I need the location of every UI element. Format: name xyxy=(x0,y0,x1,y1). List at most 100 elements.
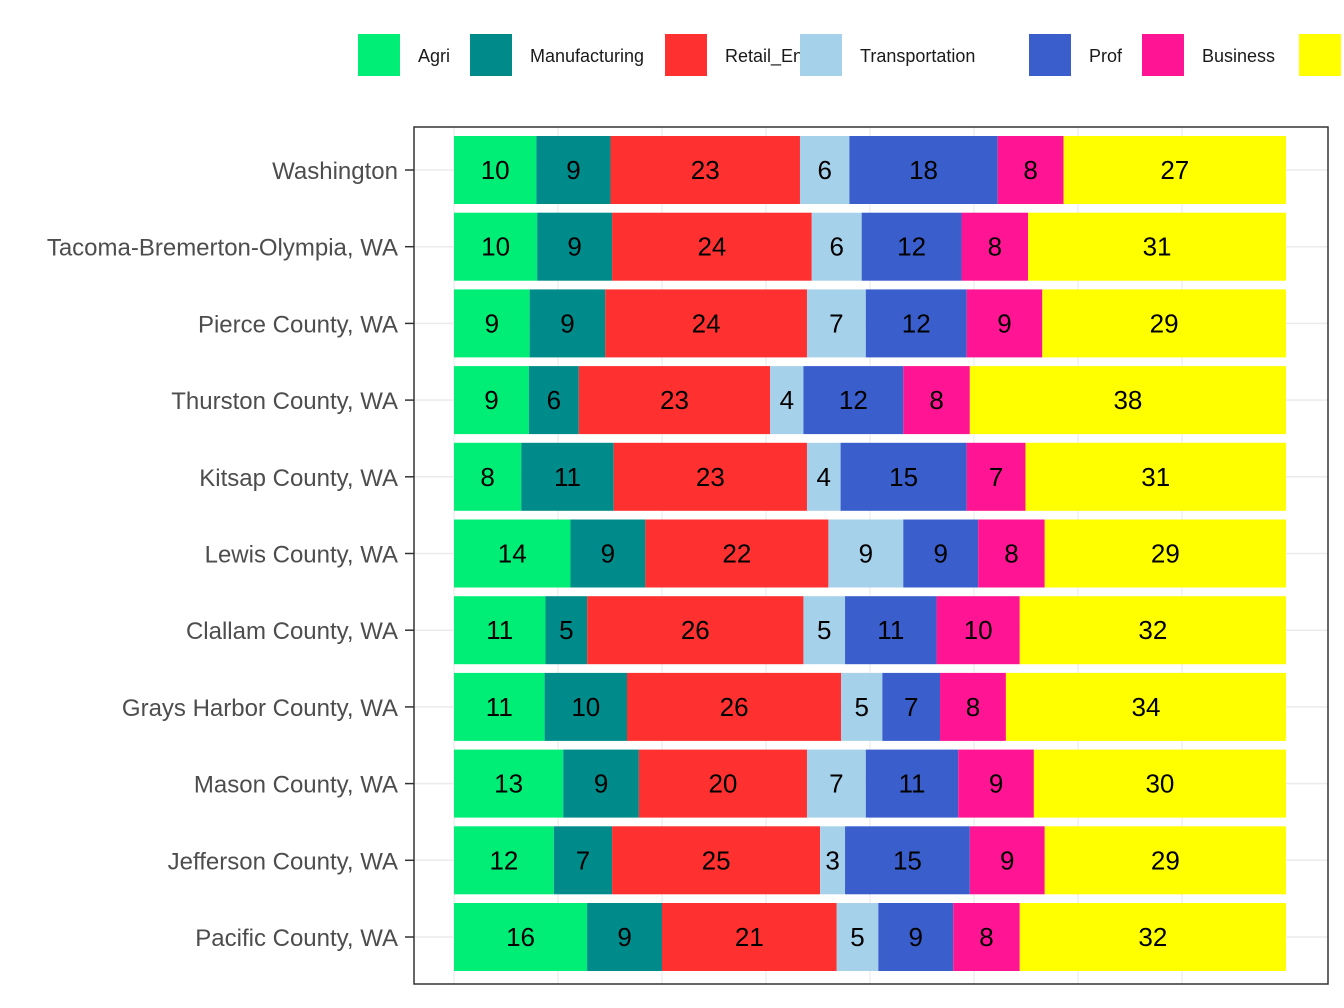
segment-value-label: 23 xyxy=(660,385,689,415)
bar-row: 12 7 25 3 15 9 29 xyxy=(454,826,1286,895)
bar-segment xyxy=(806,289,866,358)
bar-row: 13 9 20 7 11 9 30 xyxy=(454,749,1286,818)
legend-key xyxy=(800,34,842,76)
legend-label: Business xyxy=(1202,46,1275,66)
segment-value-label: 21 xyxy=(735,922,764,952)
segment-value-label: 13 xyxy=(494,769,523,799)
segment-value-label: 7 xyxy=(829,308,843,338)
bar-segment xyxy=(1019,596,1286,665)
legend: Agri Manufacturing Retail_Ent Transportatio… xyxy=(358,34,1341,76)
category-label: Lewis County, WA xyxy=(205,542,398,569)
segment-value-label: 5 xyxy=(855,692,869,722)
legend-key xyxy=(358,34,400,76)
bar-segment xyxy=(662,903,837,971)
bar-segment xyxy=(612,826,821,895)
legend-key xyxy=(665,34,707,76)
bar-segment xyxy=(961,212,1029,281)
category-label: Pacific County, WA xyxy=(195,925,398,952)
bar-segment xyxy=(529,289,606,358)
bar-segment xyxy=(454,903,588,971)
segment-value-label: 8 xyxy=(1023,155,1037,185)
bar-segment xyxy=(865,749,959,818)
bar-row: 14 9 22 9 9 8 29 xyxy=(454,519,1286,588)
bar-segment xyxy=(845,826,970,895)
bar-segment xyxy=(454,442,522,511)
category-label: Jefferson County, WA xyxy=(168,848,398,875)
segment-value-label: 9 xyxy=(601,539,615,569)
segment-value-label: 38 xyxy=(1113,385,1142,415)
bar-segment xyxy=(806,442,841,511)
segment-value-label: 30 xyxy=(1145,769,1174,799)
segment-value-label: 10 xyxy=(571,692,600,722)
segment-value-label: 9 xyxy=(909,922,923,952)
segment-value-label: 8 xyxy=(480,462,494,492)
legend-label: Agri xyxy=(418,46,450,66)
bar-segment xyxy=(1005,672,1286,741)
category-label: Clallam County, WA xyxy=(186,618,398,645)
bar-row: 9 6 23 4 12 8 38 xyxy=(454,366,1286,435)
bar-segment xyxy=(612,212,812,281)
bar-segment xyxy=(454,596,546,665)
segment-value-label: 6 xyxy=(829,232,843,262)
bar-segment xyxy=(613,442,807,511)
segment-value-label: 23 xyxy=(696,462,725,492)
bar-segment xyxy=(1044,519,1286,588)
category-label: Pierce County, WA xyxy=(198,311,398,338)
bar-segment xyxy=(882,672,941,741)
segment-value-label: 5 xyxy=(817,615,831,645)
legend-label: Transportation xyxy=(860,46,975,66)
bar-segment xyxy=(454,672,545,741)
segment-value-label: 9 xyxy=(1000,845,1014,875)
segment-value-label: 6 xyxy=(817,155,831,185)
bar-row: 16 9 21 5 9 8 32 xyxy=(454,903,1286,971)
legend-label: Prof xyxy=(1089,46,1123,66)
bar-segment xyxy=(806,749,866,818)
bar-segment xyxy=(865,289,967,358)
bar-segment xyxy=(936,596,1020,665)
bar-segment xyxy=(770,366,804,435)
category-label: Kitsap County, WA xyxy=(199,465,398,492)
bar-segment xyxy=(454,136,537,204)
segment-value-label: 8 xyxy=(966,692,980,722)
bar-segment xyxy=(966,289,1043,358)
bars: 10 9 23 6 18 8 27 10 9 24 6 12 8 31 9 9 24 7 12 9 29 9 6 23 4 12 8… xyxy=(454,136,1286,971)
bar-segment xyxy=(626,672,842,741)
bar-row: 10 9 24 6 12 8 31 xyxy=(454,212,1286,281)
bar-segment xyxy=(861,212,962,281)
bar-segment xyxy=(605,289,807,358)
bar-segment xyxy=(454,519,571,588)
bar-segment xyxy=(528,366,579,435)
segment-value-label: 12 xyxy=(902,308,931,338)
bar-segment xyxy=(803,366,904,435)
segment-value-label: 9 xyxy=(485,308,499,338)
bar-segment xyxy=(587,903,662,971)
bar-segment xyxy=(1044,826,1286,895)
segment-value-label: 29 xyxy=(1150,308,1179,338)
bar-segment xyxy=(966,442,1026,511)
segment-value-label: 24 xyxy=(692,308,721,338)
segment-value-label: 29 xyxy=(1151,845,1180,875)
segment-value-label: 8 xyxy=(979,922,993,952)
segment-value-label: 11 xyxy=(899,769,926,799)
segment-value-label: 11 xyxy=(877,615,904,645)
bar-segment xyxy=(953,903,1020,971)
segment-value-label: 12 xyxy=(489,845,518,875)
segment-value-label: 12 xyxy=(897,232,926,262)
bar-segment xyxy=(969,826,1045,895)
segment-value-label: 31 xyxy=(1141,462,1170,492)
category-label: Tacoma-Bremerton-Olympia, WA xyxy=(47,235,398,262)
segment-value-label: 9 xyxy=(859,539,873,569)
category-label: Mason County, WA xyxy=(194,772,398,799)
segment-value-label: 10 xyxy=(964,615,993,645)
bar-segment xyxy=(840,442,967,511)
bar-segment xyxy=(1028,212,1286,281)
bar-segment xyxy=(828,519,904,588)
bar-segment xyxy=(978,519,1045,588)
bar-segment xyxy=(841,672,883,741)
segment-value-label: 9 xyxy=(617,922,631,952)
plot-panel-border xyxy=(413,126,1329,985)
bar-segment xyxy=(1042,289,1286,358)
bar-segment xyxy=(521,442,614,511)
segment-value-label: 9 xyxy=(484,385,498,415)
